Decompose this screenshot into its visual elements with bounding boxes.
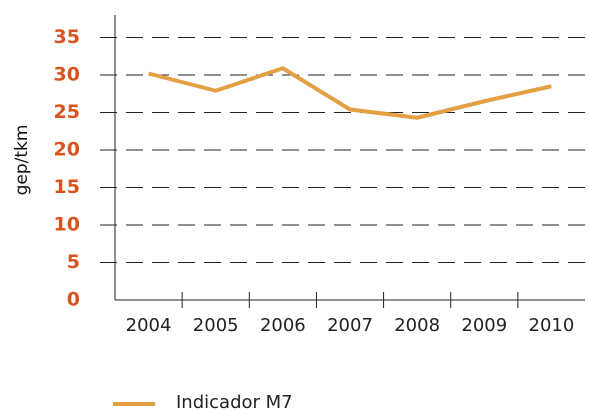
y-tick-label: 5 xyxy=(67,251,80,273)
x-tick-label: 2006 xyxy=(260,315,306,336)
y-tick-label: 35 xyxy=(54,26,80,48)
y-tick-label: 25 xyxy=(54,101,80,123)
y-axis-label: gep/tkm xyxy=(12,125,32,196)
x-tick-label: 2007 xyxy=(327,315,373,336)
x-tick-label: 2008 xyxy=(394,315,440,336)
x-tick-label: 2005 xyxy=(193,315,239,336)
x-tick-label: 2009 xyxy=(461,315,507,336)
y-tick-label: 20 xyxy=(54,139,80,161)
y-tick-label: 0 xyxy=(67,289,80,311)
y-tick-label: 15 xyxy=(54,176,80,198)
x-tick-label: 2010 xyxy=(529,315,575,336)
x-tick-label: 2004 xyxy=(126,315,172,336)
y-tick-label: 10 xyxy=(54,214,80,236)
series-line xyxy=(148,66,552,120)
legend-label: Indicador M7 xyxy=(176,392,293,411)
y-tick-label: 30 xyxy=(54,64,80,86)
